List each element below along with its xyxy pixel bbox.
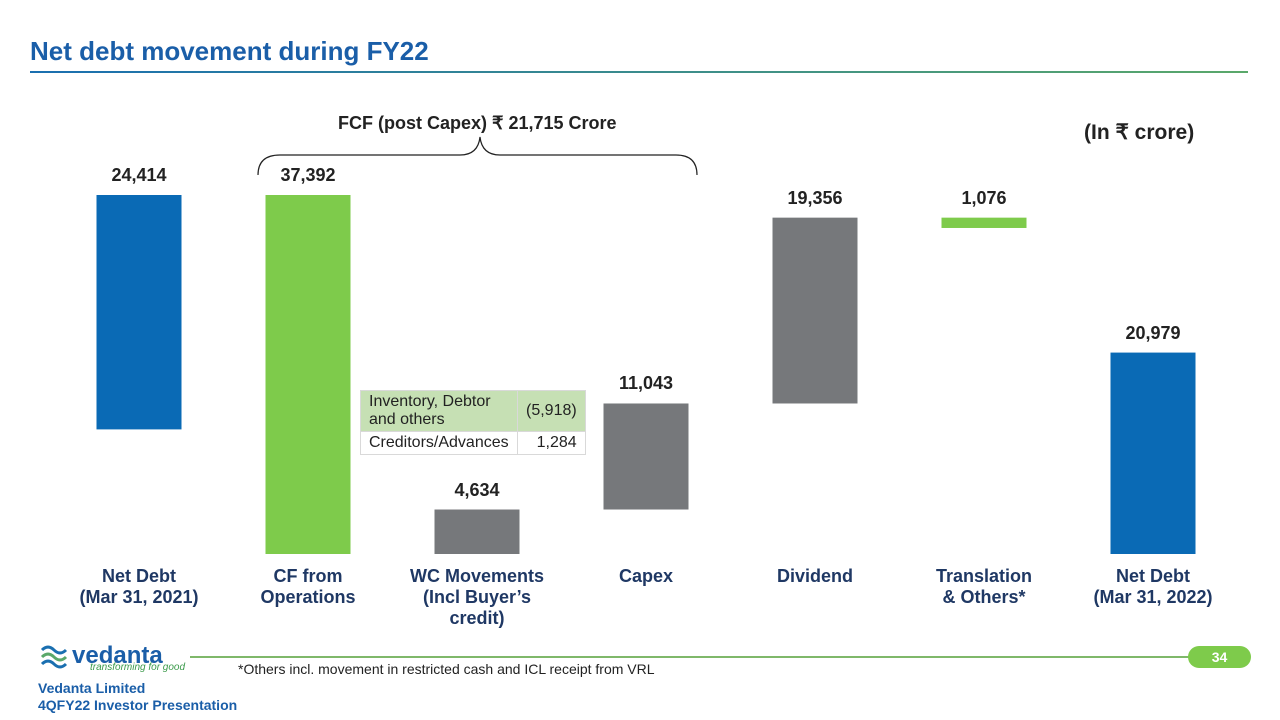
value-label: 4,634 <box>454 479 500 500</box>
x-tick-label: Capex <box>618 566 674 586</box>
footnote: *Others incl. movement in restricted cas… <box>238 661 655 677</box>
bar <box>265 195 351 554</box>
value-label: 19,356 <box>787 187 843 208</box>
logo-tagline: transforming for good <box>90 662 186 673</box>
x-tick-label: Net Debt (Mar 31, 2021) <box>79 566 199 607</box>
unit-note: (In ₹ crore) <box>1084 121 1195 144</box>
annotation: FCF (post Capex) ₹ 21,715 Crore <box>338 113 617 133</box>
bar <box>96 195 182 430</box>
value-label: 11,043 <box>618 373 674 394</box>
bar <box>941 217 1027 228</box>
value-label: 20,979 <box>1125 322 1181 343</box>
value-label: 24,414 <box>111 165 167 185</box>
bar <box>434 509 520 554</box>
table-cell: Creditors/Advances <box>360 431 518 455</box>
inset-table: Inventory, Debtor and others (5,918) Cred… <box>360 390 586 455</box>
logo-text: vedanta <box>72 642 163 669</box>
table-cell: 1,284 <box>517 431 586 455</box>
logo-mark <box>40 645 68 669</box>
x-tick-label: Dividend <box>776 566 853 586</box>
bar <box>1110 352 1196 554</box>
table-cell: Inventory, Debtor and others <box>360 390 518 432</box>
x-tick-label: WC Movements (Incl Buyer’s credit) <box>409 566 544 628</box>
x-tick-label: Translation & Others* <box>935 566 1033 607</box>
bar <box>603 403 689 510</box>
x-tick-label: CF from Operations <box>260 566 356 607</box>
title-rule <box>30 71 1248 73</box>
table-cell: (5,918) <box>517 390 586 432</box>
x-tick-label: Net Debt (Mar 31, 2022) <box>1093 566 1213 607</box>
company: Vedanta Limited <box>38 680 146 696</box>
bar <box>772 217 858 404</box>
presentation: 4QFY22 Investor Presentation <box>38 697 238 713</box>
slide-title: Net debt movement during FY22 <box>30 36 429 66</box>
page-pill <box>1188 646 1251 668</box>
value-label: 37,392 <box>280 165 336 185</box>
page-number: 34 <box>1211 649 1228 665</box>
value-label: 1,076 <box>961 187 1007 208</box>
brace <box>257 136 698 176</box>
